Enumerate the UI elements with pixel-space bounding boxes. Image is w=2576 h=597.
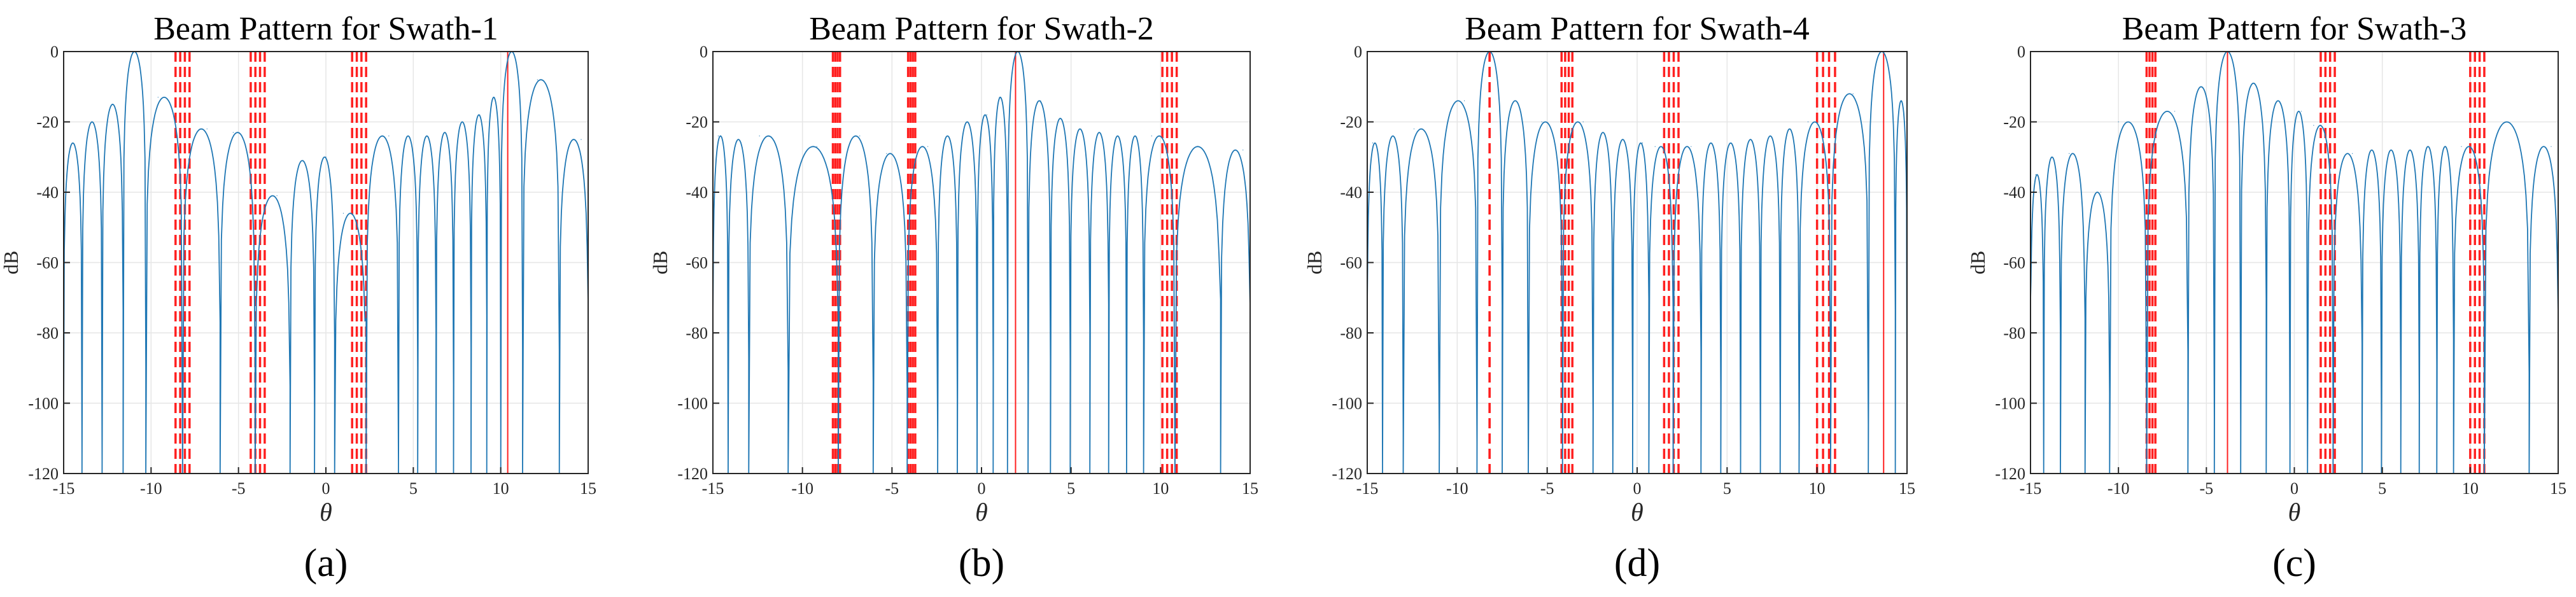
y-tick-label: -20 (1340, 113, 1362, 132)
y-tick-label: -60 (2003, 254, 2025, 272)
x-axis-label: θ (1631, 498, 1643, 526)
y-tick-label: -100 (1995, 395, 2025, 413)
chart-title: Beam Pattern for Swath-4 (1465, 11, 1810, 47)
chart-title: Beam Pattern for Swath-1 (153, 11, 498, 47)
lobe-peak-point (886, 153, 887, 154)
x-tick-label: 5 (1067, 479, 1075, 498)
lobe-peak-point (2352, 153, 2353, 154)
y-tick-label: -120 (677, 465, 708, 483)
x-tick-label: -5 (1540, 479, 1554, 498)
chart-panel-b: -15 -10 -5 0 5 10 15 0 -20 -40 -60 -80 -100 -120 Beam … (649, 11, 1258, 585)
x-axis-label: θ (975, 498, 988, 526)
y-tick-label: -80 (2003, 324, 2025, 342)
y-tick-label: -120 (1995, 465, 2025, 483)
x-tick-label: 15 (1899, 479, 1915, 498)
x-axis-label: θ (2288, 498, 2301, 526)
lobe-peak-point (276, 195, 278, 197)
y-tick-label: 0 (2017, 43, 2025, 61)
y-tick-label: 0 (50, 43, 59, 61)
x-tick-label: 15 (2550, 479, 2566, 498)
y-tick-label: -40 (36, 183, 59, 202)
y-tick-label: -100 (677, 395, 708, 413)
beam-pattern-line (2030, 51, 2559, 474)
y-tick-label: -100 (1332, 395, 1362, 413)
x-tick-label: -10 (140, 479, 162, 498)
x-tick-label: -5 (232, 479, 246, 498)
y-tick-label: -80 (1340, 324, 1362, 342)
x-tick-label: 0 (2290, 479, 2298, 498)
y-tick-label: -20 (686, 113, 708, 132)
beam-pattern-line (1367, 51, 1908, 474)
x-tick-label: -10 (2108, 479, 2130, 498)
x-tick-label: 0 (1633, 479, 1642, 498)
panel-label: (c) (2272, 542, 2316, 585)
x-tick-label: 5 (2378, 479, 2386, 498)
y-tick-label: -80 (36, 324, 59, 342)
chart-title: Beam Pattern for Swath-2 (809, 11, 1154, 47)
lobe-peak-point (1654, 146, 1656, 147)
x-tick-label: 15 (580, 479, 596, 498)
x-tick-label: 10 (493, 479, 509, 498)
y-tick-label: -100 (28, 395, 59, 413)
x-tick-label: 5 (1723, 479, 1731, 498)
y-tick-label: -60 (686, 254, 708, 272)
lobe-peak-point (927, 146, 929, 147)
x-tick-label: -15 (702, 479, 724, 498)
x-tick-label: 0 (322, 479, 330, 498)
x-axis-label: θ (320, 498, 332, 526)
x-tick-label: 0 (978, 479, 986, 498)
y-axis-label: dB (1303, 251, 1326, 274)
panel-label: (a) (304, 542, 348, 585)
panel-label: (b) (959, 542, 1004, 585)
chart-title: Beam Pattern for Swath-3 (2122, 11, 2467, 47)
x-tick-label: 10 (1809, 479, 1826, 498)
y-axis-label: dB (1966, 251, 1989, 274)
x-tick-label: 5 (409, 479, 418, 498)
y-axis-label: dB (0, 251, 22, 274)
x-tick-label: -10 (1446, 479, 1468, 498)
chart-panel-d: -15 -10 -5 0 5 10 15 0 -20 -40 -60 -80 -100 -120 Beam … (1303, 11, 1915, 585)
x-tick-label: 10 (2462, 479, 2479, 498)
panel-label: (d) (1614, 542, 1660, 585)
x-tick-label: -10 (791, 479, 813, 498)
lobe-peak-point (302, 160, 304, 161)
y-tick-label: -40 (2003, 183, 2025, 202)
x-tick-label: -5 (885, 479, 899, 498)
y-tick-label: -20 (2003, 113, 2025, 132)
x-tick-label: 10 (1152, 479, 1169, 498)
x-tick-label: 15 (1242, 479, 1258, 498)
x-tick-label: -15 (53, 479, 75, 498)
y-tick-label: -40 (686, 183, 708, 202)
y-tick-label: -120 (28, 465, 59, 483)
x-tick-label: -15 (2020, 479, 2042, 498)
y-tick-label: -20 (36, 113, 59, 132)
y-tick-label: 0 (700, 43, 708, 61)
lobe-peak-point (1622, 139, 1623, 140)
x-tick-label: -15 (1356, 479, 1379, 498)
y-tick-label: -60 (1340, 254, 1362, 272)
y-tick-label: 0 (1354, 43, 1362, 61)
lobe-peak-point (1197, 146, 1199, 147)
beam-pattern-line (712, 51, 1251, 474)
y-tick-label: -40 (1340, 183, 1362, 202)
lobe-peak-point (342, 213, 344, 214)
y-tick-label: -80 (686, 324, 708, 342)
x-tick-label: -5 (2199, 479, 2213, 498)
chart-panel-c: -15 -10 -5 0 5 10 15 0 -20 -40 -60 -80 -100 -120 Beam … (1966, 11, 2566, 585)
y-tick-label: -60 (36, 254, 59, 272)
y-tick-label: -120 (1332, 465, 1362, 483)
chart-panel-a: -15 -10 -5 0 5 10 15 0 -20 -40 -60 -80 -100 -120 Beam … (0, 11, 596, 585)
y-axis-label: dB (649, 251, 672, 274)
